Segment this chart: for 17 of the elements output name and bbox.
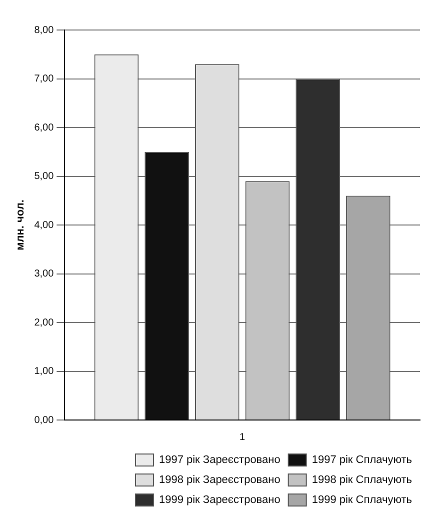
legend-label: 1998 рік Сплачують (312, 474, 412, 486)
x-tick-label: 1 (240, 432, 246, 443)
y-tick-label: 7,00 (34, 74, 54, 84)
legend-label: 1997 рік Зареєстровано (158, 454, 280, 466)
legend-label: 1997 рік Сплачують (312, 454, 412, 466)
y-tick-label: 6,00 (34, 122, 54, 134)
legend-label: 1999 рік Зареєстровано (158, 494, 280, 506)
y-tick-label: 3,00 (34, 268, 54, 280)
y-tick-label: 0,00 (34, 414, 54, 426)
y-tick-label: 8,00 (34, 24, 54, 36)
y-tick-label: 5,00 (34, 171, 54, 182)
legend-label: 1999 рік Сплачують (312, 494, 412, 506)
y-axis-title: млн. чол. (14, 200, 27, 250)
legend-label: 1998 рік Зареєстровано (158, 474, 280, 486)
y-tick-label: 1,00 (34, 366, 54, 377)
y-tick-label: 2,00 (34, 317, 54, 328)
y-tick-label: 4,00 (34, 220, 54, 231)
